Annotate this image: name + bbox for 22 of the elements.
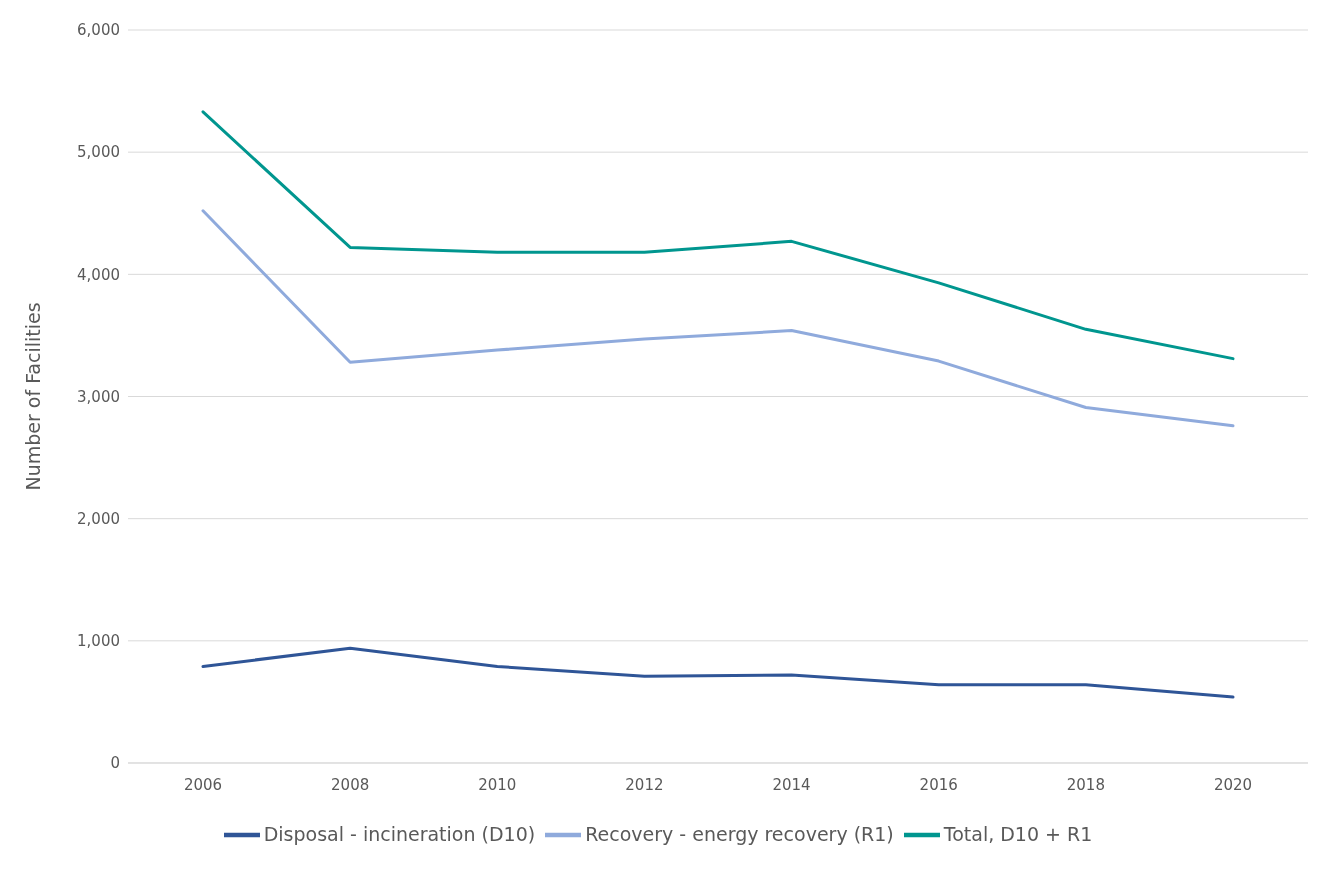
x-tick-label: 2006	[183, 775, 223, 794]
y-tick-label: 4,000	[77, 265, 120, 284]
legend-label: Recovery - energy recovery (R1)	[585, 822, 894, 845]
line-series	[201, 209, 1235, 428]
x-tick-label: 2018	[1066, 775, 1105, 794]
y-tick-label: 2,000	[77, 509, 120, 528]
x-tick-label: 2012	[625, 775, 664, 794]
x-tick-label: 2014	[772, 775, 811, 794]
y-tick-label: 1,000	[77, 632, 120, 651]
x-tick-label: 2008	[331, 775, 370, 794]
y-tick-label: 5,000	[77, 143, 120, 162]
legend-label: Total, D10 + R1	[943, 822, 1093, 845]
legend-label: Disposal - incineration (D10)	[263, 822, 536, 845]
y-axis-title: Number of Facilities	[21, 302, 44, 491]
x-tick-label: 2010	[478, 775, 517, 794]
y-tick-label: 6,000	[77, 21, 120, 40]
y-tick-label: 0	[110, 754, 120, 773]
y-tick-label: 3,000	[77, 387, 120, 406]
line-series	[201, 646, 1235, 699]
x-tick-label: 2020	[1213, 775, 1253, 794]
x-tick-label: 2016	[919, 775, 958, 794]
line-series	[201, 110, 1235, 361]
